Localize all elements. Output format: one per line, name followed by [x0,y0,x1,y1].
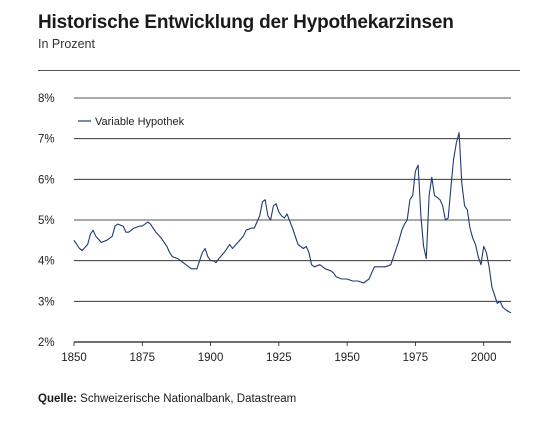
header-rule [38,70,520,71]
legend: Variable Hypothek [78,116,185,128]
series-line-variable-hypothek [73,132,512,314]
y-tick-label-6: 6% [38,174,55,186]
source-note: Quelle: Schweizerische Nationalbank, Dat… [38,393,296,405]
y-tick-label-2: 2% [38,337,55,349]
x-tick-label-1875: 1875 [129,352,155,364]
x-tick-label-1850: 1850 [61,352,87,364]
y-tick-label-5: 5% [38,215,55,227]
y-tick-label-8: 8% [38,93,55,105]
series-layer [73,132,512,314]
legend-label: Variable Hypothek [95,116,185,128]
chart-subtitle: In Prozent [38,37,95,51]
gridlines [74,97,511,343]
x-tick-label-1975: 1975 [403,352,429,364]
source-label: Quelle: [38,393,77,405]
y-tick-labels: 2% 3% 4% 5% 6% 7% 8% [38,93,55,349]
y-tick-label-4: 4% [38,256,55,268]
y-tick-label-7: 7% [38,134,55,146]
source-text: Schweizerische Nationalbank, Datastream [76,393,297,405]
x-axis: 1850 1875 1900 1925 1950 1975 2000 [61,342,496,364]
x-tick-label-2000: 2000 [471,352,497,364]
x-tick-label-1900: 1900 [198,352,224,364]
chart-title: Historische Entwicklung der Hypothekarzi… [38,12,454,33]
x-tick-label-1925: 1925 [266,352,292,364]
x-tick-label-1950: 1950 [334,352,360,364]
y-tick-label-3: 3% [38,296,55,308]
